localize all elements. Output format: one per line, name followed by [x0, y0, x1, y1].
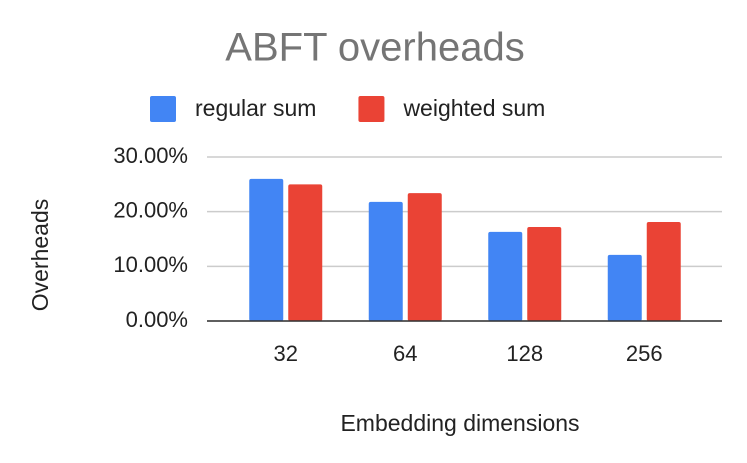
x-tick-label: 128 — [506, 341, 543, 366]
legend-label: regular sum — [195, 95, 316, 121]
bar — [527, 226, 562, 321]
legend-swatch — [150, 96, 176, 122]
bar — [646, 222, 681, 321]
y-axis-title: Overheads — [27, 199, 53, 312]
x-tick-label: 64 — [393, 341, 417, 366]
x-tick-label: 256 — [626, 341, 663, 366]
legend-swatch — [358, 96, 385, 122]
x-tick-label: 32 — [274, 341, 298, 366]
x-axis-title: Embedding dimensions — [340, 410, 579, 436]
bar — [249, 178, 284, 321]
chart-title: ABFT overheads — [225, 26, 524, 70]
y-tick-label: 10.00% — [113, 252, 188, 277]
y-tick-label: 0.00% — [126, 307, 188, 332]
bar — [288, 184, 323, 321]
y-tick-label: 30.00% — [113, 143, 188, 168]
y-tick-label: 20.00% — [113, 197, 188, 222]
legend-label: weighted sum — [402, 95, 545, 121]
bar — [607, 254, 642, 321]
bar — [407, 193, 442, 321]
bar — [488, 231, 523, 321]
bar — [368, 201, 403, 321]
